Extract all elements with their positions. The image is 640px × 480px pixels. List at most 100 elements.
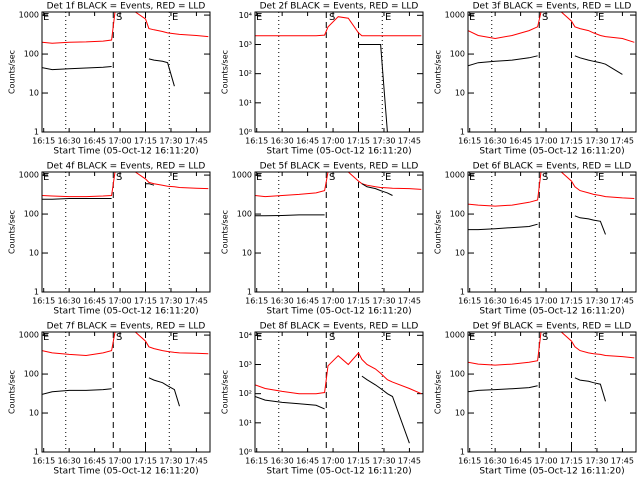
annotation: E bbox=[598, 12, 604, 23]
series-line bbox=[42, 183, 155, 200]
x-tick-label: 16:45 bbox=[83, 457, 106, 466]
y-tick-label: 10 bbox=[242, 249, 252, 258]
x-axis-label: Start Time (05-Oct-12 16:11:20) bbox=[266, 147, 411, 157]
y-tick-label: 1 bbox=[34, 448, 39, 457]
x-tick-label: 17:30 bbox=[585, 457, 608, 466]
annotation: E bbox=[598, 332, 604, 343]
annotation: S bbox=[542, 172, 548, 183]
annotation: E bbox=[256, 332, 262, 343]
x-tick-label: 17:30 bbox=[159, 457, 182, 466]
y-axis-label: Counts/sec bbox=[434, 370, 443, 414]
y-tick-label: 100 bbox=[450, 210, 465, 219]
x-tick-label: 16:15 bbox=[458, 297, 481, 306]
x-tick-label: 16:45 bbox=[83, 137, 106, 146]
x-tick-label: 17:30 bbox=[372, 457, 395, 466]
x-tick-label: 17:15 bbox=[134, 457, 157, 466]
annotation: S bbox=[329, 12, 335, 23]
series-line bbox=[255, 352, 422, 395]
annotation: E bbox=[256, 12, 262, 23]
x-tick-label: 16:15 bbox=[32, 457, 55, 466]
plot-area bbox=[255, 16, 422, 132]
x-tick-label: 17:45 bbox=[398, 297, 421, 306]
y-tick-label: 1 bbox=[460, 288, 465, 297]
x-axis-label: Start Time (05-Oct-12 16:11:20) bbox=[266, 467, 411, 477]
panel-title: Det 2f BLACK = Events, RED = LLD bbox=[260, 2, 419, 12]
series-line bbox=[468, 215, 606, 235]
series-line bbox=[42, 12, 209, 44]
y-axis-label: Counts/sec bbox=[8, 50, 17, 94]
x-tick-label: 17:45 bbox=[185, 137, 208, 146]
x-tick-label: 17:30 bbox=[159, 297, 182, 306]
x-tick-label: 17:30 bbox=[159, 137, 182, 146]
annotation: E bbox=[385, 12, 391, 23]
annotation: E bbox=[172, 332, 178, 343]
y-tick-label: 10¹ bbox=[239, 98, 252, 107]
plot-area bbox=[42, 12, 209, 87]
y-tick-label: 10⁴ bbox=[239, 331, 252, 340]
x-axis-label: Start Time (05-Oct-12 16:11:20) bbox=[53, 307, 198, 317]
annotation: S bbox=[542, 332, 548, 343]
y-tick-label: 1000 bbox=[445, 171, 465, 180]
panel-title: Det 3f BLACK = Events, RED = LLD bbox=[473, 2, 632, 12]
x-tick-label: 17:45 bbox=[398, 137, 421, 146]
series-line bbox=[255, 172, 422, 198]
x-tick-label: 16:30 bbox=[271, 457, 294, 466]
x-axis-label: Start Time (05-Oct-12 16:11:20) bbox=[479, 307, 624, 317]
y-tick-label: 10⁰ bbox=[239, 128, 252, 137]
series-line bbox=[255, 375, 410, 444]
x-tick-label: 17:30 bbox=[372, 297, 395, 306]
x-tick-label: 16:45 bbox=[509, 297, 532, 306]
panel-title: Det 5f BLACK = Events, RED = LLD bbox=[260, 162, 419, 172]
panel-title: Det 9f BLACK = Events, RED = LLD bbox=[473, 322, 632, 332]
x-tick-label: 17:30 bbox=[585, 297, 608, 306]
x-tick-label: 17:00 bbox=[322, 457, 345, 466]
panel-title: Det 8f BLACK = Events, RED = LLD bbox=[260, 322, 419, 332]
plot-area bbox=[255, 172, 422, 217]
y-tick-label: 1 bbox=[34, 288, 39, 297]
y-tick-label: 10⁰ bbox=[239, 448, 252, 457]
series-line bbox=[255, 16, 422, 37]
x-tick-label: 16:15 bbox=[32, 137, 55, 146]
x-tick-label: 17:15 bbox=[134, 297, 157, 306]
x-tick-label: 17:15 bbox=[134, 137, 157, 146]
x-tick-label: 17:15 bbox=[347, 297, 370, 306]
x-tick-label: 17:30 bbox=[585, 137, 608, 146]
series-line bbox=[42, 332, 209, 357]
x-tick-label: 16:30 bbox=[58, 457, 81, 466]
x-tick-label: 17:45 bbox=[611, 297, 634, 306]
y-axis-label: Counts/sec bbox=[221, 210, 230, 254]
x-tick-label: 16:45 bbox=[296, 457, 319, 466]
axes-frame bbox=[467, 171, 637, 293]
panel-title: Det 1f BLACK = Events, RED = LLD bbox=[47, 2, 206, 12]
x-tick-label: 17:45 bbox=[611, 137, 634, 146]
y-tick-label: 1000 bbox=[19, 171, 39, 180]
y-axis-label: Counts/sec bbox=[221, 50, 230, 94]
y-tick-label: 1 bbox=[34, 128, 39, 137]
axes-frame bbox=[254, 11, 424, 133]
annotation: E bbox=[256, 172, 262, 183]
x-tick-label: 17:00 bbox=[322, 297, 345, 306]
y-tick-label: 10³ bbox=[239, 360, 252, 369]
series-line bbox=[468, 332, 635, 366]
x-tick-label: 16:45 bbox=[509, 457, 532, 466]
x-tick-label: 16:15 bbox=[458, 457, 481, 466]
axes-frame bbox=[254, 171, 424, 293]
panel-title: Det 7f BLACK = Events, RED = LLD bbox=[47, 322, 206, 332]
y-tick-label: 1 bbox=[460, 448, 465, 457]
x-tick-label: 17:00 bbox=[109, 297, 132, 306]
x-tick-label: 17:45 bbox=[185, 297, 208, 306]
x-tick-label: 17:00 bbox=[535, 457, 558, 466]
axes-frame bbox=[254, 331, 424, 453]
y-axis-label: Counts/sec bbox=[434, 210, 443, 254]
y-tick-label: 100 bbox=[450, 50, 465, 59]
plot-area bbox=[42, 332, 209, 407]
series-line bbox=[42, 58, 175, 87]
series-line bbox=[468, 377, 606, 402]
annotation: E bbox=[172, 172, 178, 183]
annotation: S bbox=[116, 12, 122, 23]
y-tick-label: 1000 bbox=[445, 11, 465, 20]
x-tick-label: 16:15 bbox=[245, 457, 268, 466]
x-tick-label: 16:30 bbox=[484, 297, 507, 306]
annotation: S bbox=[116, 332, 122, 343]
plot-area bbox=[468, 332, 635, 402]
